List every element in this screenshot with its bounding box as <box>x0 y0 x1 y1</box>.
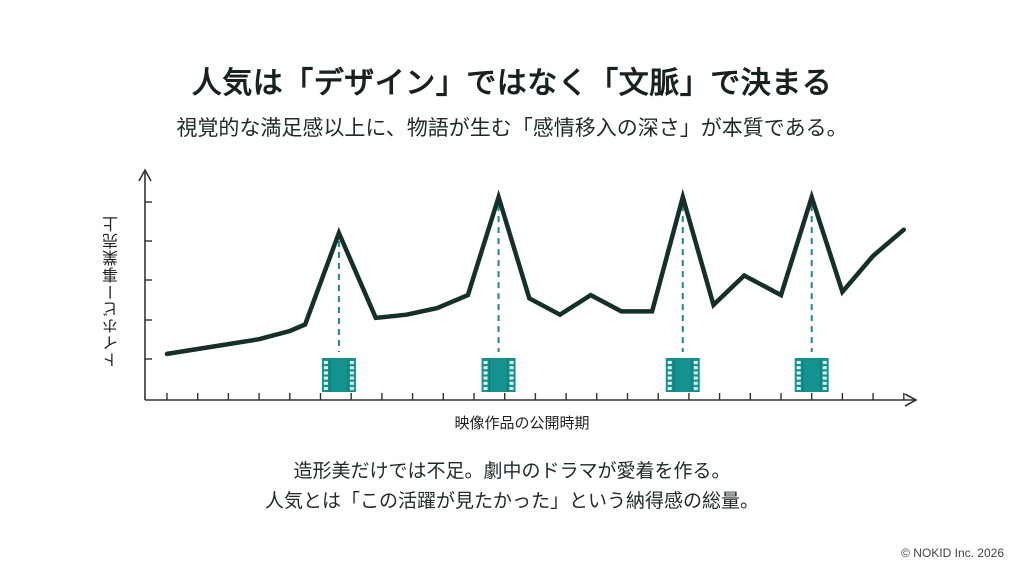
page-title: 人気は「デザイン」ではなく「文脈」で決まる <box>191 66 833 101</box>
caption-line-2: 人気とは「この活躍が見たかった」という納得感の総量。 <box>264 490 759 512</box>
film-markers <box>321 358 829 392</box>
film-icon <box>665 358 700 392</box>
y-axis-arrow-icon <box>138 168 152 182</box>
axes <box>138 168 918 407</box>
film-icon <box>321 358 356 392</box>
copyright: © NOKID Inc. 2026 <box>901 546 1004 560</box>
sales-line <box>164 188 907 357</box>
caption-line-1: 造形美だけでは不足。劇中のドラマが愛着を作る。 <box>293 460 731 482</box>
x-axis-label: 映像作品の公開時期 <box>454 414 590 432</box>
x-axis-arrow-icon <box>904 393 918 407</box>
x-ticks <box>166 393 905 400</box>
y-axis-label: トイホビー事業売上 <box>102 215 121 368</box>
y-ticks <box>145 201 152 360</box>
film-icon <box>481 358 516 392</box>
release-guides <box>337 205 813 352</box>
page-subtitle: 視覚的な満足感以上に、物語が生む「感情移入の深さ」が本質である。 <box>176 116 848 140</box>
film-icon <box>794 358 829 392</box>
